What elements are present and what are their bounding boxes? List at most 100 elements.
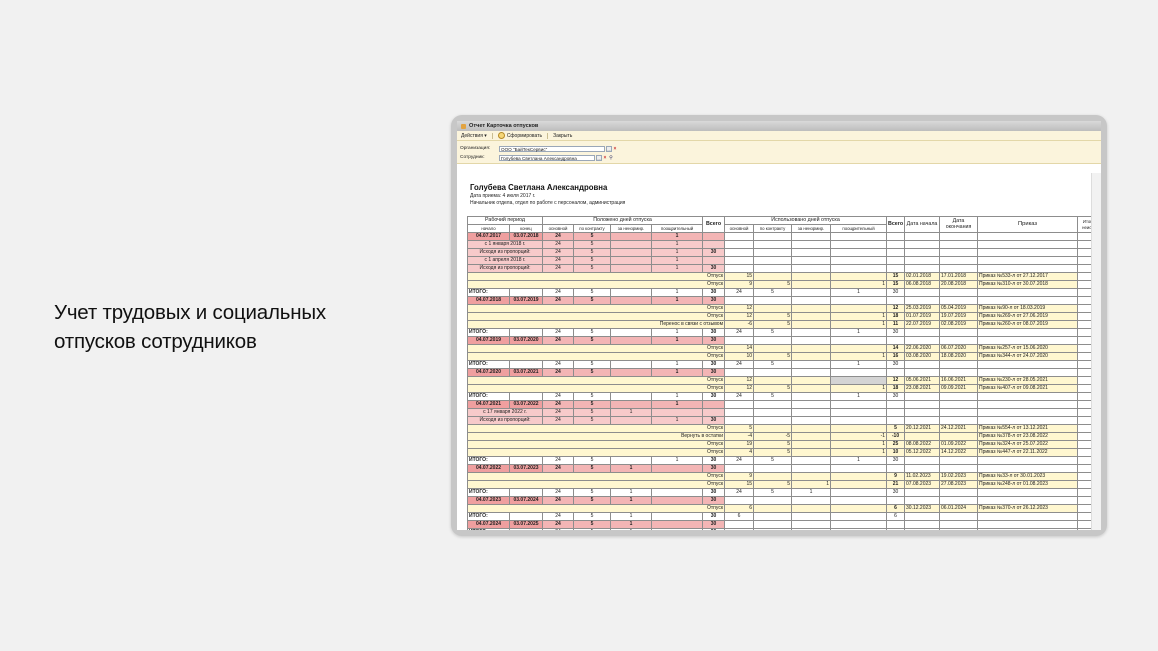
table-cell xyxy=(791,232,832,241)
table-cell: 1 xyxy=(650,248,704,257)
table-cell: 03.07.2024 xyxy=(509,496,543,505)
table-cell xyxy=(977,256,1079,265)
table-cell xyxy=(904,520,941,529)
table-cell xyxy=(509,392,543,401)
table-cell: 30 xyxy=(886,360,906,369)
table-cell xyxy=(791,520,832,529)
table-cell: Отпуск xyxy=(466,344,726,353)
table-cell: 24 xyxy=(542,240,574,249)
table-cell xyxy=(939,512,979,521)
header-irregular: за ненормир. xyxy=(610,224,652,233)
employee-field[interactable]: Голубева Светлана Александровна xyxy=(499,154,595,161)
table-cell xyxy=(724,296,755,305)
table-cell: 5 xyxy=(573,392,611,401)
generate-icon xyxy=(497,132,505,139)
table-cell: 03.07.2022 xyxy=(509,400,543,409)
table-cell: 6 xyxy=(724,504,755,513)
table-cell: 24 xyxy=(542,256,574,265)
table-cell: 1 xyxy=(830,328,888,337)
table-cell xyxy=(977,240,1079,249)
employee-clear-icon[interactable]: × xyxy=(603,154,607,161)
table-cell xyxy=(509,528,543,530)
screenshot-frame: Отчет Карточка отпусков Действия ▾ Сформ… xyxy=(451,115,1107,536)
table-cell xyxy=(830,416,888,425)
table-cell: 1 xyxy=(610,408,652,417)
table-cell xyxy=(977,264,1079,273)
table-cell xyxy=(650,496,704,505)
heading-line-1: Учет трудовых и социальных xyxy=(54,301,326,324)
table-cell: 24 xyxy=(542,368,574,377)
table-cell: 18 xyxy=(886,384,906,393)
table-cell xyxy=(939,296,979,305)
table-cell: -10 xyxy=(886,432,906,441)
table-cell: 19.02.2023 xyxy=(939,472,979,481)
table-cell xyxy=(791,272,832,281)
table-cell: -5 xyxy=(753,432,793,441)
vacation-row: Отпуск 12 12 05.06.2021 16.06.2021 Приказ №23… xyxy=(466,376,1101,385)
close-button[interactable]: Закрыть xyxy=(553,132,573,139)
table-cell xyxy=(610,392,652,401)
org-select-button[interactable]: ... xyxy=(606,145,612,152)
table-cell: ИТОГО: xyxy=(467,456,510,465)
table-cell xyxy=(791,376,832,385)
header-contract: по контракту xyxy=(573,224,611,233)
table-cell: 5 xyxy=(573,360,611,369)
table-cell xyxy=(791,496,832,505)
table-cell: 06.07.2020 xyxy=(939,344,979,353)
vacation-row: Отпуск 5 5 20.12.2021 24.12.2021 Приказ №554-… xyxy=(466,424,1101,433)
table-cell: Приказ №248-л от 01.08.2023 xyxy=(977,480,1079,489)
table-cell xyxy=(753,248,793,257)
table-cell xyxy=(939,400,979,409)
total-row: ИТОГО: 24 5 1 30 24 5 1 30 xyxy=(467,488,1101,497)
table-cell: 5 xyxy=(753,288,793,297)
period-row: 04.07.2024 03.07.2025 24 5 1 30 xyxy=(467,520,1101,529)
period-row: 04.07.2021 03.07.2022 24 5 1 xyxy=(467,400,1101,409)
table-cell xyxy=(610,368,652,377)
table-cell: 24 xyxy=(542,248,574,257)
table-cell xyxy=(724,240,755,249)
table-cell xyxy=(791,504,832,513)
table-cell: 14 xyxy=(886,344,906,353)
total-row: ИТОГО: 24 5 1 30 24 5 1 30 xyxy=(467,328,1101,337)
proportion-row: с 17 января 2022 г. 24 5 1 xyxy=(467,408,1101,417)
employee-search-icon[interactable]: ⚲ xyxy=(609,154,613,161)
employee-select-button[interactable]: ... xyxy=(596,154,602,161)
table-cell xyxy=(977,248,1079,257)
table-cell: 15 xyxy=(724,480,755,489)
table-cell: 18.08.2020 xyxy=(939,352,979,361)
table-cell xyxy=(830,232,888,241)
table-cell: 30 xyxy=(702,360,726,369)
table-cell xyxy=(977,360,1079,369)
table-cell: 1 xyxy=(650,360,704,369)
table-cell xyxy=(904,296,941,305)
org-field[interactable]: ООО "БайТекСервис" xyxy=(499,145,605,152)
org-clear-icon[interactable]: × xyxy=(613,145,617,152)
table-cell: 12 xyxy=(724,312,755,321)
table-cell xyxy=(702,400,726,409)
table-cell: 23.08.2021 xyxy=(904,384,941,393)
window-title: Отчет Карточка отпусков xyxy=(469,123,539,129)
employee-row: Сотрудник: Голубева Светлана Александров… xyxy=(460,154,614,161)
generate-label: Сформировать xyxy=(506,132,543,139)
table-cell: 5 xyxy=(573,368,611,377)
table-cell xyxy=(886,368,906,377)
table-cell xyxy=(724,264,755,273)
table-cell: 25 xyxy=(886,440,906,449)
table-cell: 30 xyxy=(886,456,906,465)
table-cell xyxy=(904,336,941,345)
table-cell: 24 xyxy=(724,392,755,401)
report-icon xyxy=(461,123,466,129)
table-cell xyxy=(977,368,1079,377)
table-cell xyxy=(886,240,906,249)
table-cell xyxy=(610,232,652,241)
table-cell: Приказ №257-л от 15.06.2020 xyxy=(977,344,1079,353)
table-cell: 25.03.2019 xyxy=(904,304,941,313)
table-cell xyxy=(830,368,888,377)
table-cell xyxy=(830,496,888,505)
table-cell: 5 xyxy=(753,312,793,321)
generate-button[interactable]: Сформировать xyxy=(496,132,544,139)
table-cell: 24 xyxy=(724,328,755,337)
vertical-scrollbar[interactable] xyxy=(1091,173,1101,530)
table-cell xyxy=(830,480,888,489)
actions-menu-button[interactable]: Действия ▾ xyxy=(461,132,487,139)
